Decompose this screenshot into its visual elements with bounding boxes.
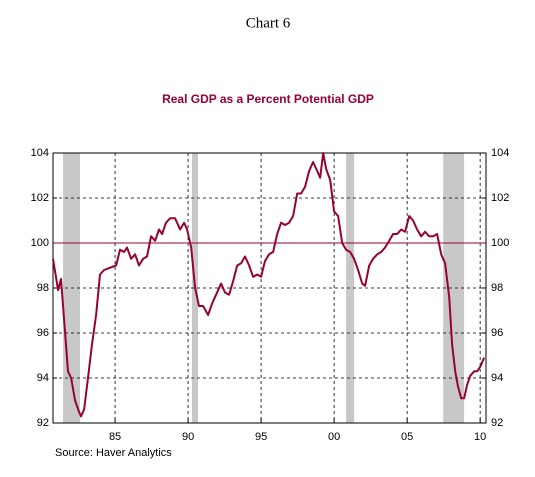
y2-tick-label: 92 [491, 417, 503, 429]
y-tick-label: 98 [37, 282, 49, 294]
y2-tick-label: 104 [491, 147, 509, 159]
y2-tick-label: 100 [491, 237, 509, 249]
y-tick-label: 102 [31, 192, 49, 204]
page-title: Chart 6 [246, 15, 291, 31]
x-tick-label: 05 [401, 431, 413, 443]
y-tick-label: 92 [37, 417, 49, 429]
x-tick-label: 00 [328, 431, 340, 443]
x-tick-label: 10 [474, 431, 486, 443]
y2-tick-label: 102 [491, 192, 509, 204]
chart-title: Real GDP as a Percent Potential GDP [162, 92, 374, 106]
plot-frame [52, 152, 487, 424]
y-tick-label: 94 [37, 372, 49, 384]
x-tick-label: 85 [109, 431, 121, 443]
source-note: Source: Haver Analytics [55, 447, 172, 459]
recession-shade [443, 153, 465, 423]
y-tick-label: 96 [37, 327, 49, 339]
y2-tick-label: 96 [491, 327, 503, 339]
y-tick-label: 100 [31, 237, 49, 249]
gdp-line [52, 152, 486, 418]
y2-tick-label: 98 [491, 282, 503, 294]
y2-tick-label: 94 [491, 372, 503, 384]
recession-shade [346, 153, 355, 423]
x-tick-label: 90 [182, 431, 194, 443]
x-tick-label: 95 [255, 431, 267, 443]
y-tick-label: 104 [31, 147, 49, 159]
